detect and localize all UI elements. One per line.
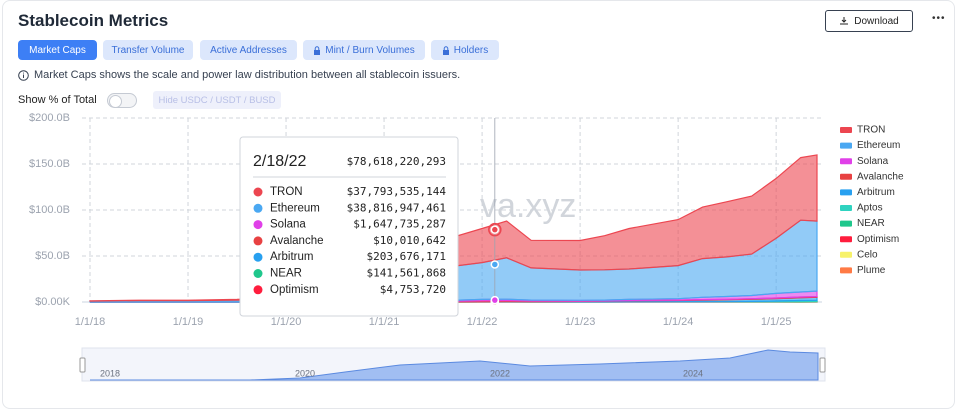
x-tick-label: 1/1/18 — [75, 316, 106, 328]
x-tick-label: 1/1/19 — [173, 316, 204, 328]
more-menu[interactable]: ••• — [932, 13, 946, 24]
y-tick-label: $100.0B — [29, 204, 70, 216]
tab-label: Holders — [453, 44, 489, 56]
hover-total-marker — [488, 222, 502, 237]
tooltip-name: Ethereum — [270, 202, 320, 214]
hover-marker — [490, 225, 500, 234]
legend-swatch — [840, 251, 852, 258]
x-tick-label: 1/1/25 — [761, 316, 792, 328]
tooltip-dot — [253, 203, 263, 213]
tooltip-dot — [253, 187, 263, 197]
tab-label: Mint / Burn Volumes — [325, 44, 415, 56]
tooltip-value: $141,561,868 — [367, 267, 446, 280]
tooltip-dot — [253, 252, 263, 262]
toggle-switch[interactable] — [107, 93, 137, 108]
tab[interactable]: Holders — [431, 40, 499, 60]
legend-swatch — [840, 158, 852, 165]
legend-label: Avalanche — [857, 171, 904, 182]
tooltip: 2/18/22 $78,618,220,293 TRON $37,793,535,14… — [239, 136, 459, 317]
tooltip-name: Solana — [270, 219, 306, 231]
tab[interactable]: Active Addresses — [200, 40, 297, 60]
tooltip-date: 2/18/22 — [253, 153, 306, 170]
tab-label: Transfer Volume — [111, 44, 185, 56]
x-tick-label: 1/1/23 — [565, 316, 596, 328]
y-tick-label: $0.00K — [35, 296, 71, 308]
title: Stablecoin Metrics — [18, 11, 169, 30]
legend-label: Arbitrum — [857, 187, 895, 198]
tooltip-name: Arbitrum — [270, 251, 313, 263]
info-icon — [18, 69, 29, 81]
tooltip-value: $10,010,642 — [373, 234, 446, 247]
info-text: Market Caps shows the scale and power la… — [34, 69, 461, 81]
navigator-label: 2020 — [295, 368, 315, 378]
download-button[interactable]: Download — [825, 10, 913, 32]
tooltip-value: $1,647,735,287 — [353, 218, 446, 231]
navigator-handle[interactable] — [819, 357, 826, 373]
legend-swatch — [840, 267, 852, 274]
download-icon — [840, 17, 849, 25]
tooltip-dot — [253, 236, 263, 246]
tooltip-name: TRON — [270, 186, 303, 198]
y-tick-label: $50.0B — [35, 250, 70, 262]
x-tick-label: 1/1/21 — [369, 316, 400, 328]
legend-label: Celo — [857, 249, 878, 260]
y-tick-label: $150.0B — [29, 158, 70, 170]
tab-label: Market Caps — [29, 44, 86, 56]
tooltip-name: Avalanche — [270, 235, 324, 247]
hover-marker — [490, 260, 500, 269]
info-row: Market Caps shows the scale and power la… — [18, 69, 460, 81]
navigator-label: 2022 — [490, 368, 510, 378]
tab[interactable]: Mint / Burn Volumes — [303, 40, 425, 60]
hover-marker — [490, 295, 500, 305]
download-label: Download — [854, 15, 899, 27]
tooltip-name: NEAR — [270, 268, 302, 280]
legend-label: Optimism — [857, 234, 899, 245]
tooltip-value: $37,793,535,144 — [347, 185, 447, 198]
hide-button[interactable]: Hide USDC / USDT / BUSD — [153, 91, 281, 109]
legend-label: TRON — [857, 125, 885, 136]
tooltip-dot — [253, 269, 263, 278]
tab-label: Active Addresses — [210, 44, 287, 56]
lock-icon — [442, 45, 449, 55]
legend-label: Solana — [857, 156, 889, 167]
tooltip-box — [239, 136, 459, 317]
x-tick-label: 1/1/24 — [663, 316, 694, 328]
tooltip-dot — [253, 220, 263, 230]
legend-swatch — [840, 205, 852, 211]
legend-swatch — [840, 127, 852, 133]
watermark: va.xyz — [480, 187, 576, 225]
legend-label: Plume — [857, 265, 886, 276]
card — [2, 0, 955, 409]
legend-swatch — [840, 173, 852, 180]
toggle-label: Show % of Total — [18, 94, 97, 106]
y-tick-label: $200.0B — [29, 112, 70, 124]
lock-icon — [314, 45, 321, 55]
legend-label: NEAR — [857, 218, 885, 229]
navigator-label: 2018 — [100, 368, 120, 378]
tooltip-total: $78,618,220,293 — [347, 155, 446, 168]
tooltip-value: $4,753,720 — [380, 283, 446, 296]
tooltip-dot — [253, 285, 263, 295]
x-tick-label: 1/1/22 — [467, 316, 498, 328]
tab[interactable]: Transfer Volume — [103, 40, 193, 60]
x-tick-label: 1/1/20 — [271, 316, 302, 328]
navigator-area — [90, 349, 819, 381]
navigator-handle[interactable] — [79, 357, 86, 373]
legend-label: Aptos — [857, 203, 883, 214]
legend-swatch — [840, 236, 852, 243]
tooltip-value: $203,676,171 — [367, 250, 446, 263]
tooltip-name: Optimism — [270, 284, 319, 296]
tooltip-value: $38,816,947,461 — [347, 201, 446, 214]
tab[interactable]: Market Caps — [18, 40, 97, 60]
legend-label: Ethereum — [857, 140, 900, 151]
legend-swatch — [840, 220, 852, 227]
legend-swatch — [840, 142, 852, 149]
legend-swatch — [840, 189, 852, 196]
navigator-label: 2024 — [683, 368, 703, 378]
